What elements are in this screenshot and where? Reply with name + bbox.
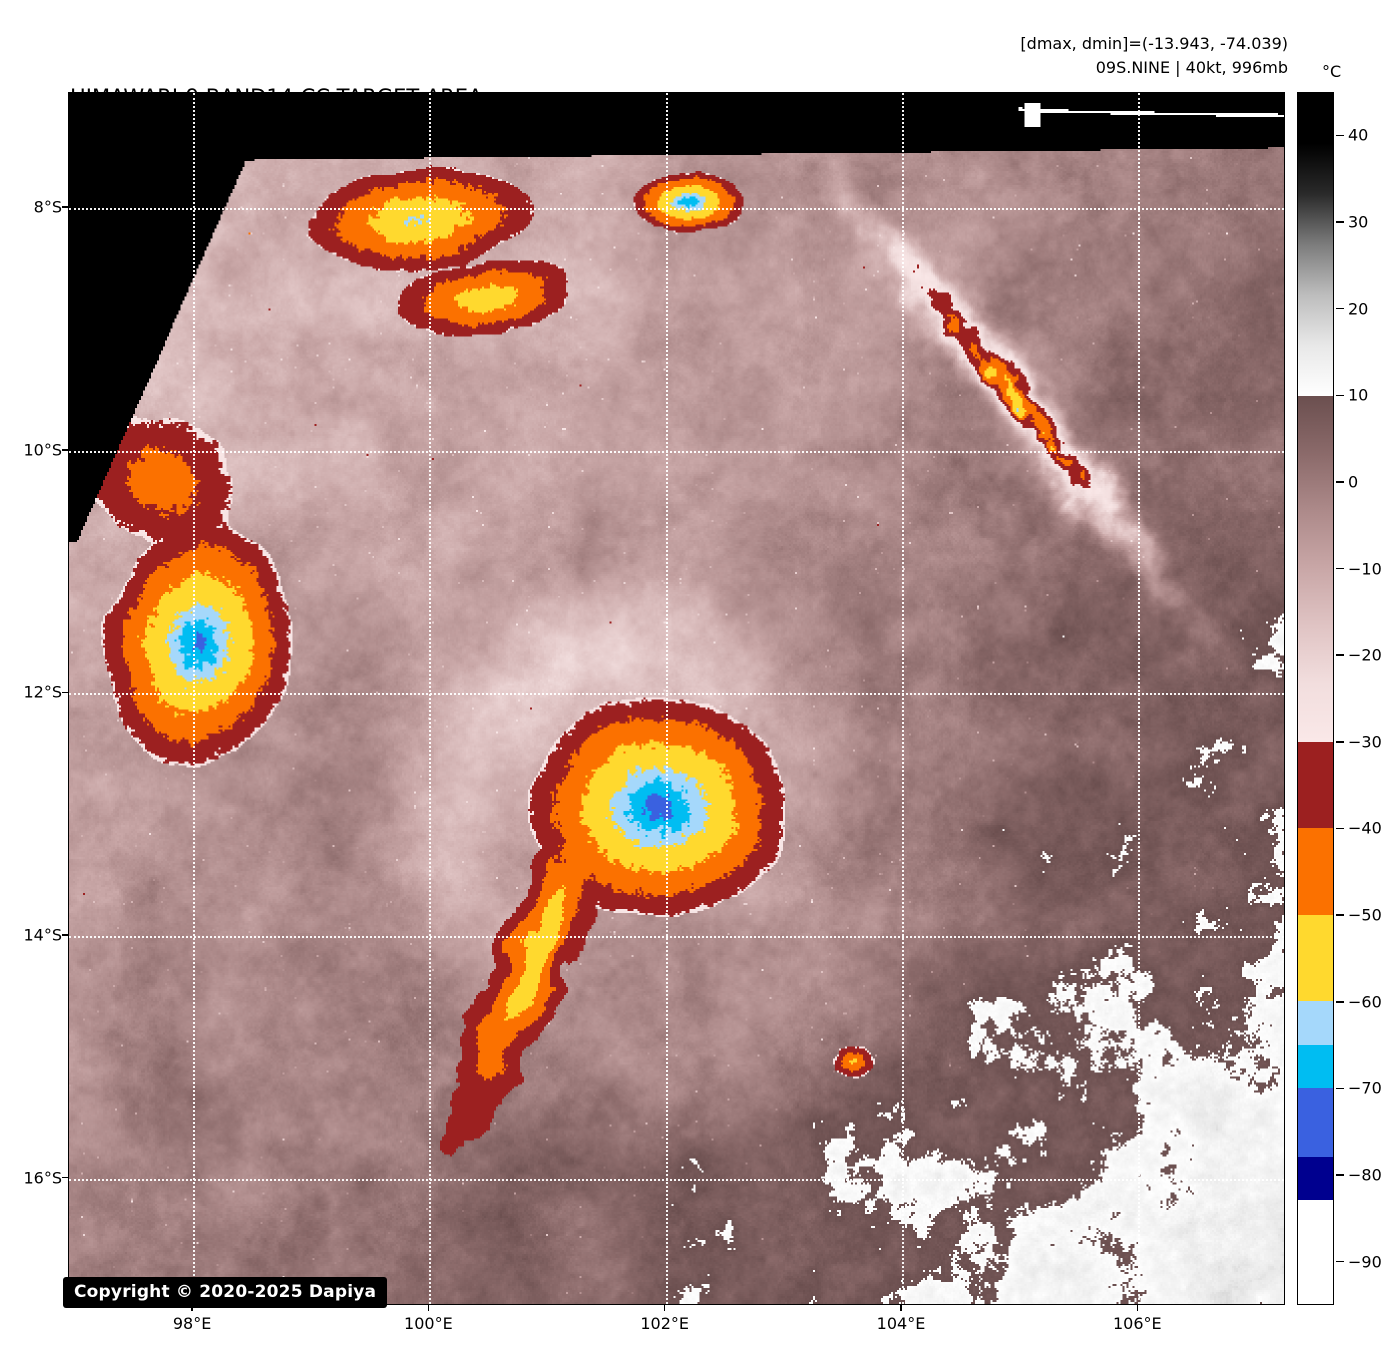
x-tick-label-100E: 100°E [404,1314,453,1333]
y-tick-label-16S: 16°S [23,1168,62,1188]
colorbar-tick-label--60: −60 [1348,992,1382,1012]
y-tick-label-14S: 14°S [23,925,62,945]
y-tick-mark [62,691,68,694]
colorbar-segment-yellow [1298,914,1333,1002]
x-tick-label-104E: 104°E [876,1314,926,1333]
colorbar-segment-light-blue [1298,1001,1333,1045]
x-tick-mark [663,1305,666,1311]
colorbar-tick-mark [1336,1260,1344,1263]
colorbar-segment-blue [1298,1087,1333,1157]
colorbar-tick-label-0: 0 [1348,472,1359,492]
colorbar-tick-mark [1336,134,1344,137]
infrared-brightness-temperature-raster [69,93,1284,1304]
colorbar-tick-mark [1336,221,1344,223]
x-tick-mark [191,1305,193,1311]
colorbar-tick-mark [1336,1001,1344,1003]
colorbar-segment-dark-red [1298,741,1333,829]
colorbar-tick-label-40: 40 [1348,125,1369,145]
satellite-imagery-plot [68,92,1285,1305]
colorbar-segment-orange [1298,828,1333,915]
colorbar-tick-mark [1336,1087,1344,1090]
colorbar-segment-navy [1298,1156,1333,1201]
colorbar-segment-grayscale-warm [1298,93,1333,396]
colorbar-tick-mark [1336,481,1344,483]
colorbar-tick-label--50: −50 [1348,905,1382,925]
colorbar-tick-label-30: 30 [1348,212,1369,232]
colorbar-tick-mark [1336,827,1344,830]
x-tick-label-102E: 102°E [640,1314,689,1333]
copyright-watermark: Copyright © 2020-2025 Dapiya [63,1277,388,1308]
storm-info-label: 09S.NINE | 40kt, 996mb [1095,58,1288,77]
y-tick-mark [62,206,68,208]
colorbar-tick-label--20: −20 [1348,645,1382,665]
colorbar-tick-label--80: −80 [1348,1165,1382,1185]
x-tick-label-106E: 106°E [1112,1314,1162,1333]
colorbar-tick-mark [1336,741,1344,743]
colorbar-segment-cyan [1298,1044,1333,1088]
colorbar-tick-label-20: 20 [1348,299,1369,319]
colorbar-tick-label--90: −90 [1348,1252,1382,1272]
colorbar-segment-mauve-ramp [1298,395,1333,742]
colorbar-tick-mark [1336,567,1344,570]
y-tick-label-8S: 8°S [33,197,62,217]
x-tick-label-98E: 98°E [172,1314,212,1333]
colorbar-tick-mark [1336,394,1344,396]
colorbar-tick-mark [1336,307,1344,310]
colorbar-tick-label-10: 10 [1348,385,1369,405]
colorbar-tick-label--40: −40 [1348,818,1382,838]
colorbar-unit-label: °C [1322,62,1342,81]
figure-annotation-block: [dmax, dmin]=(-13.943, -74.039) 09S.NINE… [1020,32,1288,80]
colorbar-tick-mark [1336,654,1344,656]
colorbar-tick-label--10: −10 [1348,559,1382,579]
colorbar-tick-mark [1336,1174,1344,1176]
y-tick-label-10S: 10°S [23,440,62,460]
y-tick-mark [62,934,68,936]
temperature-colorbar [1297,92,1334,1305]
dmax-dmin-label: [dmax, dmin]=(-13.943, -74.039) [1020,34,1288,53]
colorbar-tick-label--30: −30 [1348,732,1382,752]
x-tick-mark [900,1305,902,1311]
x-tick-mark [1136,1305,1139,1311]
y-tick-mark [62,1176,68,1179]
colorbar-segment-white-coldest [1298,1200,1333,1304]
y-tick-label-12S: 12°S [23,682,62,702]
colorbar-tick-mark [1336,914,1344,916]
colorbar-tick-label--70: −70 [1348,1078,1382,1098]
y-tick-mark [62,449,68,451]
x-tick-mark [427,1305,430,1311]
